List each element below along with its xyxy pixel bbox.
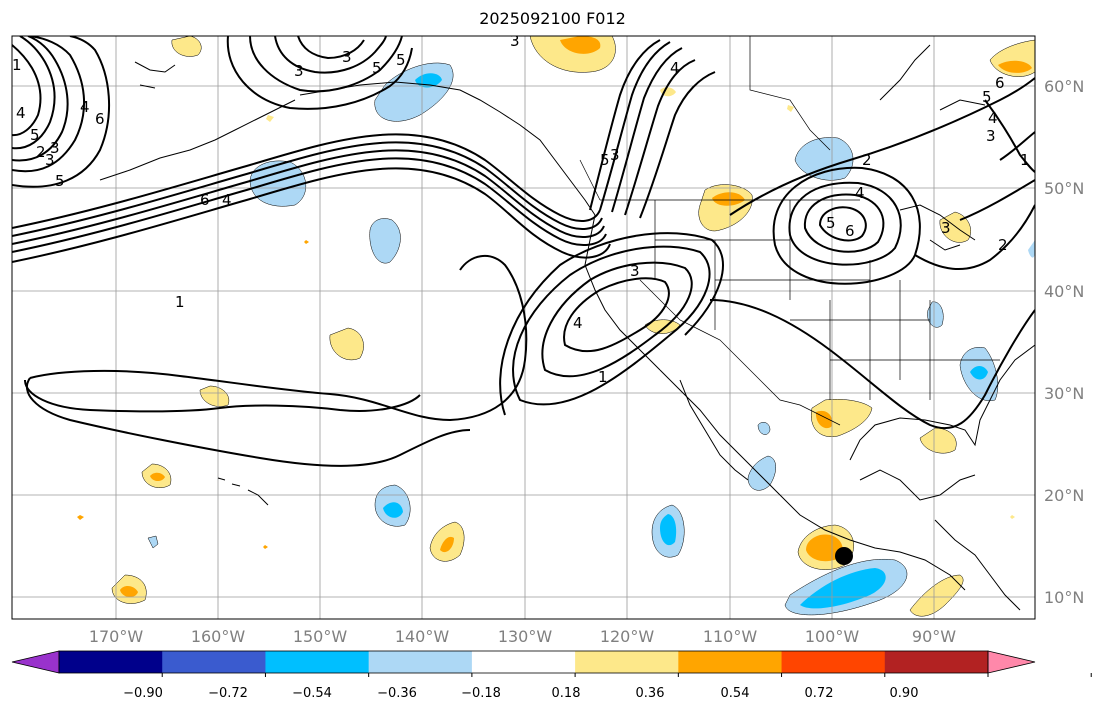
contour-label: 2 [998,236,1008,254]
contour-label: 2 [36,143,46,161]
contour-label: 5 [372,59,382,77]
colorbar-extend-min [11,650,60,674]
contour-label: 1 [12,56,22,74]
lon-label: 100°W [805,627,860,646]
lat-label: 20°N [1044,486,1084,505]
colorbar-segment [884,651,989,673]
contour-label: 5 [600,151,610,169]
colorbar-tick-labels: −0.90 −0.72 −0.54 −0.36 −0.18 0.18 0.36 … [123,686,918,701]
colorbar-tick-label: 0.36 [636,686,665,701]
colorbar-segment [265,651,370,673]
contour-label: 3 [510,32,520,50]
colorbar-segment [575,651,679,673]
contour-label: 3 [630,262,640,280]
colorbar-extend-max [987,650,1036,674]
lat-label: 40°N [1044,282,1084,301]
map-frame [11,35,1036,620]
contour-label: 6 [200,191,210,209]
lat-label: 50°N [1044,179,1084,198]
colorbar-tick-label: −0.90 [123,686,163,701]
contour-label-group: 6 3 5 4 6 5 3 2 3 5 1 3 2 4 4 5 3 6 4 5 … [12,32,1030,386]
lon-label: 140°W [395,627,450,646]
colorbar-segment [471,651,576,673]
contour-label: 3 [45,151,55,169]
colorbar-segment [781,651,886,673]
colorbar-tick-label: 0.18 [552,686,581,701]
contour-label: 4 [16,104,26,122]
colorbar-tick-label: −0.36 [377,686,417,701]
contour-label: 4 [222,191,232,209]
map-title: 2025092100 F012 [479,9,626,28]
contour-label: 3 [941,219,951,237]
contour-label: 3 [342,48,352,66]
lon-label: 150°W [293,627,348,646]
colorbar-segment [162,651,266,673]
colorbar-tick-label: −0.72 [208,686,248,701]
contour-label: 5 [396,51,406,69]
colorbar-tick-label: 0.72 [805,686,834,701]
contour-label: 5 [982,88,992,106]
contour-label: 4 [80,98,90,116]
contour-label: 2 [862,151,872,169]
borders [579,36,1000,426]
lon-label: 90°W [912,627,956,646]
lon-label: 130°W [498,627,553,646]
colorbar-segment [678,651,783,673]
colorbar-tick-label: 0.54 [721,686,750,701]
contour-label: 3 [986,127,996,145]
contour-label: 6 [995,74,1005,92]
contour-label: 6 [845,222,855,240]
contour-label: 1 [1020,151,1030,169]
longitude-labels: 170°W 160°W 150°W 140°W 130°W 120°W 110°… [89,627,956,646]
contour-label: 5 [826,214,836,232]
latitude-labels: 60°N 50°N 40°N 30°N 20°N 10°N [1044,77,1084,607]
lon-label: 120°W [600,627,655,646]
contour-label: 4 [670,59,680,77]
contour-label: 3 [294,62,304,80]
colorbar-segment [59,651,163,673]
contour-label: 6 [95,110,105,128]
colorbar-outline [58,650,989,674]
lon-label: 160°W [191,627,246,646]
contour-label: 3 [610,146,620,164]
contour-lines [12,36,1035,467]
lat-label: 60°N [1044,77,1084,96]
contour-label: 1 [175,293,185,311]
colorbar-tick-label: 0.90 [890,686,919,701]
location-marker [835,547,853,565]
contour-label: 5 [55,172,65,190]
lat-label: 10°N [1044,588,1084,607]
colorbar-tick-label: −0.18 [461,686,501,701]
colorbar [11,650,1092,677]
lat-label: 30°N [1044,384,1084,403]
lon-label: 170°W [89,627,144,646]
contour-label: 4 [573,314,583,332]
contour-label: 1 [598,368,608,386]
contour-label: 3 [50,139,60,157]
lon-label: 110°W [703,627,758,646]
colorbar-segment [368,651,473,673]
graticule [12,36,1035,619]
colorbar-tick-label: −0.54 [292,686,332,701]
contour-label: 5 [30,126,40,144]
contour-label: 4 [855,184,865,202]
contour-label: 4 [988,109,998,127]
